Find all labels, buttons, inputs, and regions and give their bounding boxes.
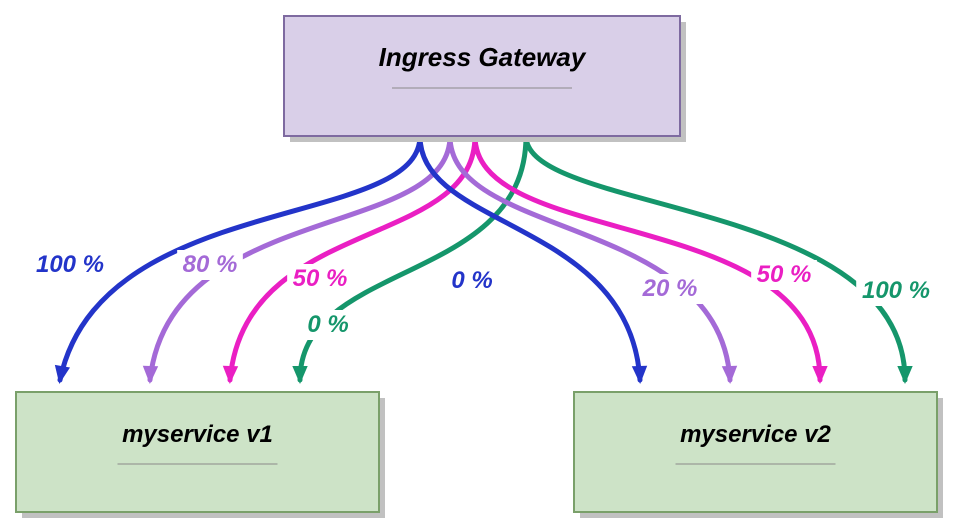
- edge-label-text-blue-right: 0 %: [451, 267, 492, 294]
- edge-label-text-green-right: 100 %: [862, 277, 930, 304]
- edge-label-magenta-left: 50 %: [287, 264, 353, 294]
- edge-label-text-green-left: 0 %: [307, 311, 348, 338]
- svc_v2: myservice v2: [574, 392, 943, 518]
- edge-label-text-magenta-left: 50 %: [293, 265, 348, 292]
- edge-label-green-right: 100 %: [856, 276, 936, 306]
- edge-label-text-purple-right: 20 %: [642, 275, 698, 302]
- edge-label-purple-left: 80 %: [177, 250, 243, 280]
- edge-label-purple-right: 20 %: [637, 274, 703, 304]
- diagram-canvas: Ingress Gateway myservice v1 myservice v2 1…: [0, 0, 963, 528]
- svc_v2-label: myservice v2: [680, 421, 831, 448]
- svc_v1-label: myservice v1: [122, 421, 273, 448]
- edge-label-green-left: 0 %: [302, 310, 354, 340]
- edge-blue-right: [420, 136, 647, 384]
- edge-label-blue-right: 0 %: [446, 266, 498, 296]
- edge-label-blue-left: 100 %: [30, 250, 110, 280]
- edge-label-magenta-right: 50 %: [751, 260, 817, 290]
- edge-label-text-blue-left: 100 %: [36, 251, 104, 278]
- gateway-label: Ingress Gateway: [379, 42, 587, 72]
- svc_v1: myservice v1: [16, 392, 385, 518]
- edge-label-text-purple-left: 80 %: [183, 251, 238, 278]
- edge-label-text-magenta-right: 50 %: [757, 261, 812, 288]
- gateway: Ingress Gateway: [284, 16, 686, 142]
